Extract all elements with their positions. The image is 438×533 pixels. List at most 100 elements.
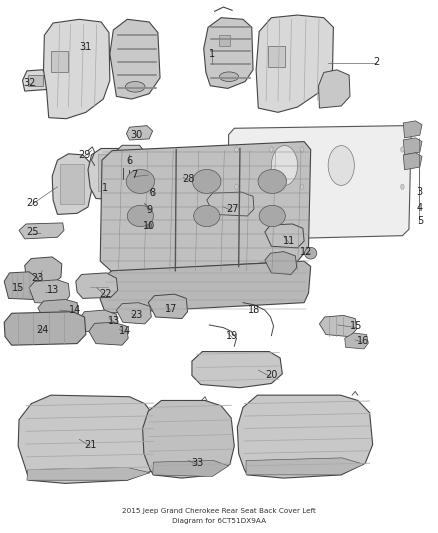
- Text: 12: 12: [300, 247, 312, 257]
- Polygon shape: [52, 154, 92, 214]
- Polygon shape: [25, 257, 62, 284]
- Bar: [51, 51, 68, 72]
- Text: 31: 31: [80, 42, 92, 52]
- Polygon shape: [89, 322, 128, 345]
- Polygon shape: [43, 19, 110, 119]
- Ellipse shape: [219, 72, 239, 82]
- Text: 14: 14: [119, 326, 131, 336]
- Polygon shape: [22, 70, 49, 91]
- Ellipse shape: [147, 222, 152, 229]
- Polygon shape: [127, 126, 152, 140]
- Polygon shape: [4, 312, 86, 345]
- Ellipse shape: [401, 184, 404, 189]
- Ellipse shape: [258, 169, 286, 193]
- Ellipse shape: [194, 205, 220, 227]
- Polygon shape: [319, 316, 357, 337]
- Text: 14: 14: [69, 305, 81, 315]
- Bar: [98, 154, 126, 191]
- Text: 26: 26: [26, 198, 38, 208]
- Ellipse shape: [126, 169, 155, 193]
- Ellipse shape: [193, 169, 221, 193]
- Text: 28: 28: [182, 174, 194, 184]
- Polygon shape: [345, 333, 368, 349]
- Ellipse shape: [259, 205, 286, 227]
- Text: 15: 15: [350, 321, 363, 331]
- Polygon shape: [88, 149, 132, 200]
- Text: 2015 Jeep Grand Cherokee Rear Seat Back Cover Left: 2015 Jeep Grand Cherokee Rear Seat Back …: [122, 508, 316, 514]
- Polygon shape: [403, 153, 422, 169]
- Ellipse shape: [304, 247, 317, 259]
- Text: 3: 3: [417, 187, 423, 197]
- Text: 16: 16: [357, 336, 369, 346]
- Text: 25: 25: [26, 228, 39, 238]
- Text: 15: 15: [12, 283, 25, 293]
- Ellipse shape: [401, 147, 404, 152]
- Text: 4: 4: [417, 203, 423, 213]
- Polygon shape: [148, 294, 187, 319]
- Ellipse shape: [270, 147, 273, 152]
- Ellipse shape: [300, 184, 304, 189]
- Text: 18: 18: [248, 305, 260, 315]
- Polygon shape: [76, 273, 118, 298]
- Text: 20: 20: [265, 370, 278, 381]
- Polygon shape: [256, 15, 333, 112]
- Polygon shape: [403, 138, 422, 155]
- Polygon shape: [228, 126, 411, 240]
- Polygon shape: [318, 70, 350, 108]
- Text: 23: 23: [130, 310, 142, 320]
- Text: 24: 24: [36, 325, 48, 335]
- Text: 5: 5: [417, 216, 423, 227]
- Text: 1: 1: [209, 49, 215, 59]
- Polygon shape: [4, 272, 39, 300]
- Text: 10: 10: [143, 221, 155, 231]
- Ellipse shape: [270, 184, 273, 189]
- Ellipse shape: [235, 184, 238, 189]
- Text: 32: 32: [23, 78, 35, 88]
- Text: 17: 17: [165, 304, 177, 314]
- Polygon shape: [246, 458, 364, 475]
- Text: 23: 23: [32, 273, 44, 283]
- Polygon shape: [265, 252, 297, 274]
- Text: 8: 8: [149, 188, 155, 198]
- Polygon shape: [18, 395, 159, 483]
- Text: 13: 13: [47, 286, 59, 295]
- Bar: [219, 35, 230, 46]
- Polygon shape: [134, 158, 163, 182]
- Polygon shape: [192, 352, 283, 387]
- Text: 2: 2: [373, 57, 379, 67]
- Text: 13: 13: [108, 316, 120, 326]
- Polygon shape: [38, 300, 78, 321]
- Polygon shape: [79, 310, 118, 333]
- Polygon shape: [174, 165, 196, 182]
- Polygon shape: [135, 181, 167, 201]
- Polygon shape: [117, 303, 151, 324]
- Text: 27: 27: [226, 204, 238, 214]
- Polygon shape: [115, 146, 145, 169]
- Text: 33: 33: [191, 458, 203, 468]
- Polygon shape: [403, 121, 422, 138]
- Polygon shape: [27, 467, 150, 480]
- Text: 6: 6: [127, 156, 133, 166]
- Polygon shape: [237, 395, 373, 478]
- Polygon shape: [100, 142, 311, 272]
- Text: 7: 7: [131, 170, 137, 180]
- Polygon shape: [204, 18, 253, 88]
- Bar: [268, 46, 286, 67]
- Text: 1: 1: [102, 183, 109, 193]
- Polygon shape: [100, 261, 311, 313]
- Text: 9: 9: [146, 205, 152, 215]
- Polygon shape: [110, 19, 160, 99]
- Text: 22: 22: [99, 289, 112, 299]
- Bar: [60, 164, 84, 204]
- Text: 29: 29: [78, 150, 91, 160]
- Ellipse shape: [125, 82, 145, 92]
- Text: 30: 30: [130, 130, 142, 140]
- Ellipse shape: [272, 146, 297, 185]
- Ellipse shape: [328, 146, 354, 185]
- Text: 11: 11: [283, 236, 295, 246]
- Ellipse shape: [300, 147, 304, 152]
- Polygon shape: [29, 280, 70, 304]
- Bar: [28, 75, 43, 86]
- Polygon shape: [207, 192, 254, 216]
- Ellipse shape: [127, 205, 153, 227]
